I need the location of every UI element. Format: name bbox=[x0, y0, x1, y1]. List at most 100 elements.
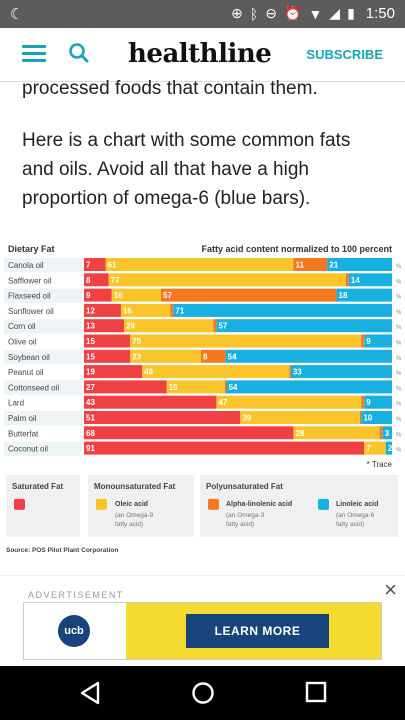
clock: 1:50 bbox=[365, 5, 395, 22]
category-label: Lard bbox=[8, 399, 24, 408]
legend-saturated-title: Saturated Fat bbox=[12, 482, 63, 491]
bar-segment-saturated-fat bbox=[84, 426, 294, 440]
data-label: 39 bbox=[242, 414, 251, 423]
bar-segment-linoleic-acid bbox=[336, 288, 392, 302]
learn-more-button[interactable]: LEARN MORE bbox=[186, 614, 329, 648]
data-label: 21 bbox=[329, 261, 338, 270]
category-label: Olive oil bbox=[8, 338, 37, 347]
data-label: 10 bbox=[363, 414, 372, 423]
bar-segment-saturated-fat bbox=[84, 349, 131, 363]
data-label: 9 bbox=[86, 291, 91, 300]
data-label: 48 bbox=[144, 368, 153, 377]
chart-source: Source: POS Pilot Plant Corporation bbox=[6, 547, 118, 554]
bar-segment-saturated-fat bbox=[84, 395, 217, 409]
bar-segment-saturated-fat bbox=[84, 411, 241, 424]
search-icon[interactable] bbox=[68, 42, 90, 64]
bar-segment-linoleic-acid bbox=[385, 441, 392, 455]
category-row-bg bbox=[4, 319, 82, 334]
data-label: 2 bbox=[388, 444, 393, 453]
bar-segment-saturated-fat bbox=[84, 273, 109, 287]
data-label: 16 bbox=[123, 306, 132, 315]
recents-icon[interactable] bbox=[305, 681, 327, 703]
category-label: Corn oil bbox=[8, 322, 36, 331]
legend-poly-box bbox=[200, 474, 398, 537]
bar-segment-linoleic-acid bbox=[364, 395, 392, 409]
bar-segment-linoleic-acid bbox=[361, 411, 392, 424]
legend-swatch-linoleic bbox=[318, 498, 329, 510]
category-row-bg bbox=[4, 395, 82, 410]
data-label: 16 bbox=[114, 291, 123, 300]
data-label: 51 bbox=[86, 414, 95, 423]
menu-icon[interactable] bbox=[22, 45, 46, 63]
bar-segment-linoleic-acid bbox=[173, 303, 392, 317]
unit-label: % bbox=[396, 432, 401, 438]
category-row-bg bbox=[4, 258, 82, 273]
bar-segment-oleic-acid bbox=[293, 426, 380, 440]
unit-label: % bbox=[396, 386, 401, 392]
chart-title: Fatty acid content normalized to 100 per… bbox=[201, 244, 392, 254]
site-logo[interactable]: healthline bbox=[128, 39, 272, 69]
category-label: Flaxseed oil bbox=[8, 292, 51, 301]
alarm-icon: ⏰ bbox=[284, 5, 302, 21]
legend-oleic-sub: (an Omega-9 bbox=[115, 512, 154, 519]
data-label: 23 bbox=[132, 352, 141, 361]
bar-segment-saturated-fat bbox=[84, 258, 106, 271]
bar-segment-alpha-linolenic-acid bbox=[170, 303, 174, 317]
legend-swatch-saturated bbox=[14, 498, 25, 510]
data-label: 43 bbox=[86, 398, 95, 407]
status-icons: ⊕ ᛒ ⊖ ⏰ ▼ ◢ ▮ 1:50 bbox=[231, 5, 395, 22]
unit-label: % bbox=[396, 325, 401, 331]
legend-swatch-oleic bbox=[96, 498, 107, 510]
status-bar: ☾ ⊕ ᛒ ⊖ ⏰ ▼ ◢ ▮ 1:50 bbox=[0, 0, 405, 28]
data-label: 13 bbox=[86, 322, 95, 331]
data-label: 3 bbox=[385, 429, 390, 438]
data-label: 47 bbox=[218, 398, 227, 407]
category-row-bg bbox=[4, 288, 82, 303]
unit-label: % bbox=[396, 402, 401, 408]
category-label: Palm oil bbox=[8, 414, 37, 423]
bar-segment-saturated-fat bbox=[84, 441, 365, 455]
legend-poly-title: Polyunsaturated Fat bbox=[206, 482, 283, 491]
legend-linoleic-sub: fatty acid) bbox=[336, 521, 364, 528]
bar-segment-oleic-acid bbox=[240, 411, 360, 424]
category-label: Coconut oil bbox=[8, 445, 48, 454]
unit-label: % bbox=[396, 356, 401, 362]
subscribe-link[interactable]: SUBSCRIBE bbox=[306, 47, 383, 62]
bar-segment-saturated-fat bbox=[84, 303, 121, 317]
back-icon[interactable] bbox=[79, 681, 101, 705]
android-nav-bar bbox=[0, 666, 405, 720]
bar-segment-alpha-linolenic-acid bbox=[201, 349, 226, 363]
category-row-bg bbox=[4, 380, 82, 395]
bar-segment-alpha-linolenic-acid bbox=[345, 273, 349, 287]
category-label: Safflower oil bbox=[8, 276, 52, 285]
ad-banner[interactable]: ucb LEARN MORE bbox=[23, 602, 382, 660]
data-label: 7 bbox=[86, 261, 91, 270]
close-ad-icon[interactable]: × bbox=[384, 577, 397, 602]
bar-segment-alpha-linolenic-acid bbox=[359, 411, 362, 424]
bar-segment-alpha-linolenic-acid bbox=[293, 258, 328, 271]
battery-icon: ▮ bbox=[347, 5, 355, 21]
data-label: 12 bbox=[86, 306, 95, 315]
data-label: 27 bbox=[86, 383, 95, 392]
site-header: healthline SUBSCRIBE bbox=[0, 28, 405, 82]
divider bbox=[0, 575, 405, 576]
category-row-bg bbox=[4, 349, 82, 365]
category-row-bg bbox=[4, 365, 82, 380]
category-label: Canola oil bbox=[8, 261, 44, 270]
data-label: 14 bbox=[351, 276, 360, 285]
legend-alpha-sub: fatty acid) bbox=[226, 521, 254, 528]
bluetooth-icon: ᛒ bbox=[249, 5, 259, 22]
data-label: 75 bbox=[132, 337, 141, 346]
unit-label: % bbox=[396, 417, 401, 423]
data-label: 71 bbox=[175, 306, 184, 315]
article-text-partial: processed foods that contain them. bbox=[22, 78, 318, 99]
data-label: 68 bbox=[86, 429, 95, 438]
moon-icon: ☾ bbox=[10, 6, 24, 23]
home-icon[interactable] bbox=[191, 681, 215, 705]
unit-label: % bbox=[396, 279, 401, 285]
bar-segment-oleic-acid bbox=[124, 319, 214, 333]
trace-note: * Trace bbox=[367, 460, 393, 469]
data-label: 9 bbox=[366, 337, 371, 346]
bar-segment-linoleic-acid bbox=[327, 258, 392, 271]
category-row-bg bbox=[4, 303, 82, 319]
